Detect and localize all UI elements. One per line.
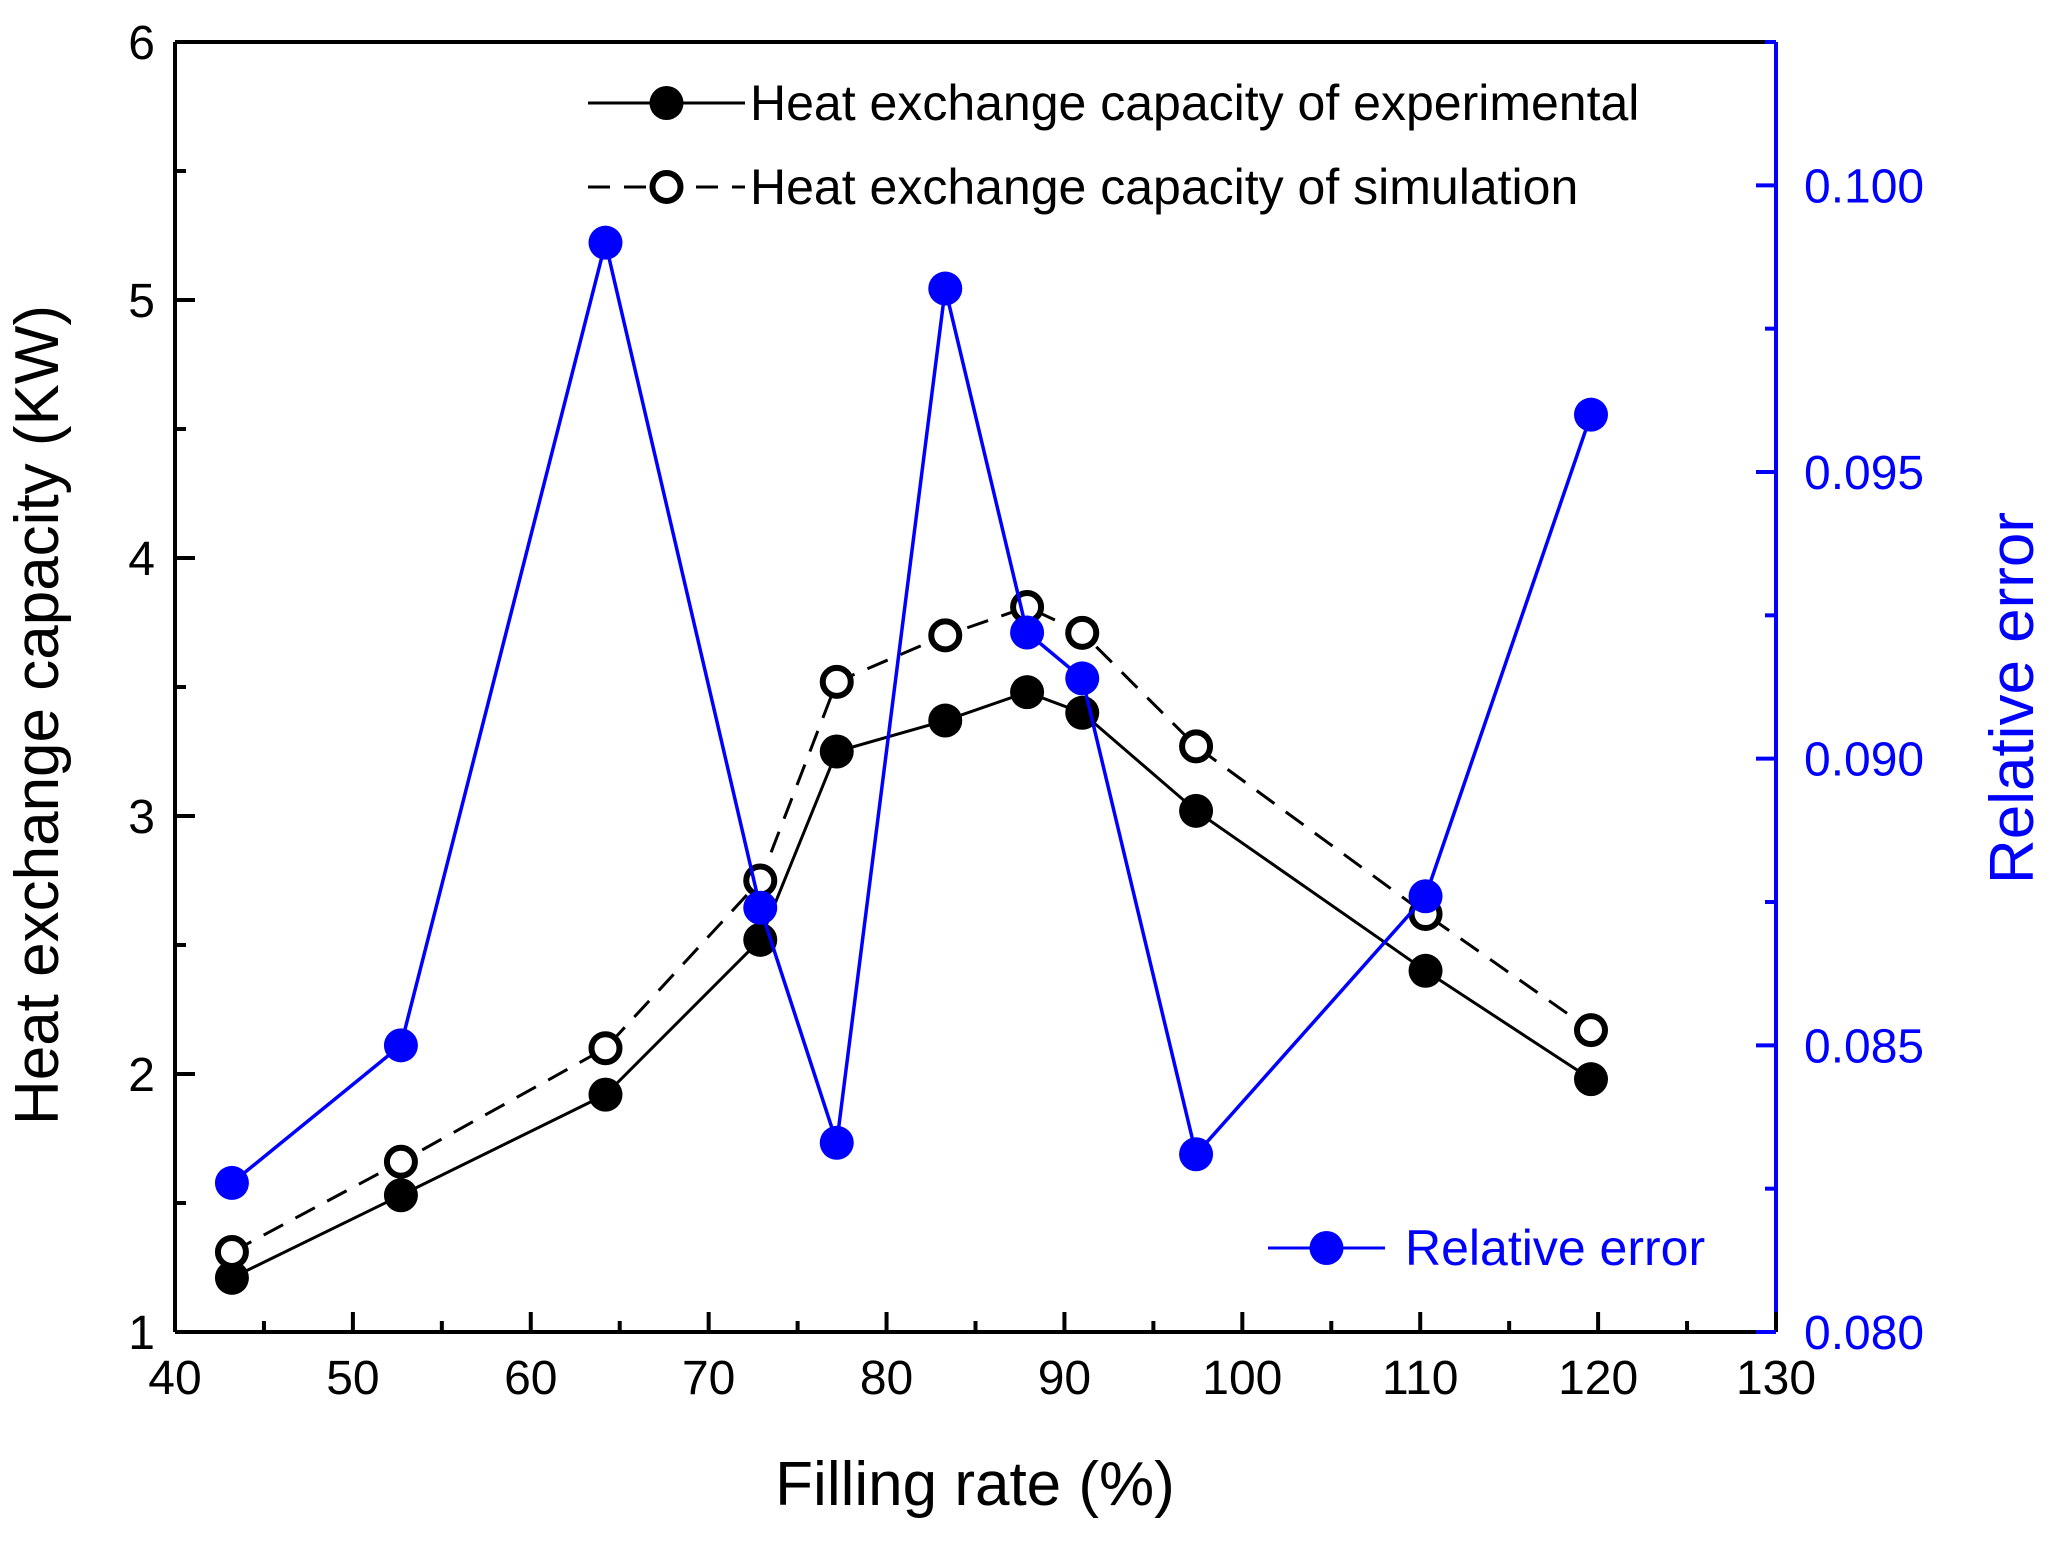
y-axis-right-label: Relative error (1978, 512, 2047, 884)
y-left-tick-label: 5 (128, 275, 155, 328)
y-right-tick-label: 0.095 (1804, 447, 1924, 500)
y-right-tick-label: 0.080 (1804, 1307, 1924, 1360)
relative-error-series-point (928, 271, 963, 306)
experimental-series-point (1573, 1062, 1608, 1097)
x-tick-label: 50 (326, 1352, 379, 1405)
legend-relative-error-label: Relative error (1405, 1220, 1705, 1276)
y-right-tick-label: 0.090 (1804, 734, 1924, 787)
legend-relative-error-marker (1309, 1231, 1344, 1265)
relative-error-series-point (819, 1125, 854, 1160)
simulation-series-point (1065, 615, 1100, 650)
simulation-series-point (1179, 729, 1214, 764)
experimental-series-point (1179, 793, 1214, 828)
y-right-tick-label: 0.100 (1804, 160, 1924, 213)
y-left-tick-label: 2 (128, 1049, 155, 1102)
experimental-series-point (1010, 675, 1045, 710)
simulation-series-point (819, 664, 854, 699)
legend-simulation-marker (649, 170, 684, 204)
experimental-series-point (819, 734, 854, 769)
y-left-tick-label: 4 (128, 533, 155, 586)
x-axis-label: Filling rate (%) (775, 1450, 1175, 1519)
x-tick-label: 100 (1202, 1352, 1282, 1405)
x-tick-label: 110 (1382, 1352, 1459, 1405)
relative-error-series-point (743, 890, 778, 925)
x-tick-label: 90 (1038, 1352, 1091, 1405)
x-tick-label: 70 (682, 1352, 735, 1405)
plot-area (214, 225, 1608, 1295)
relative-error-series-point (1408, 879, 1443, 914)
simulation-series-point (383, 1144, 418, 1179)
y-left-tick-label: 1 (128, 1307, 155, 1360)
axes: 40 50 60 70 80 90 100 110 120 130 1 2 3 4 5 6 0.080 0.085… (128, 17, 1924, 1405)
y-left-tick-label: 3 (128, 791, 155, 844)
y-left-tick-label: 6 (128, 17, 155, 70)
relative-error-series-point (588, 225, 623, 260)
relative-error-series-point (1573, 397, 1608, 432)
experimental-series-point (1408, 953, 1443, 988)
experimental-series-point (214, 1260, 249, 1295)
legend-experimental-label: Heat exchange capacity of experimental (750, 75, 1639, 131)
legend: Heat exchange capacity of experimental He… (588, 75, 1705, 1276)
simulation-series-point (214, 1235, 249, 1270)
relative-error-series-point (383, 1028, 418, 1063)
relative-error-series-point (214, 1165, 249, 1200)
simulation-series-point (1573, 1013, 1608, 1048)
relative-error-series-point (1010, 615, 1045, 650)
x-tick-label: 130 (1736, 1352, 1816, 1405)
relative-error-series-point (1065, 661, 1100, 696)
experimental-series-point (928, 703, 963, 738)
relative-error-series-point (1179, 1137, 1214, 1172)
x-tick-label: 60 (504, 1352, 557, 1405)
simulation-series-point (588, 1031, 623, 1066)
y-axis-left-label: Heat exchange capacity (KW) (3, 305, 72, 1125)
x-tick-label: 80 (860, 1352, 913, 1405)
simulation-series-point (928, 618, 963, 653)
experimental-series-point (383, 1178, 418, 1213)
x-tick-label: 40 (148, 1352, 201, 1405)
y-right-tick-label: 0.085 (1804, 1020, 1924, 1073)
legend-simulation-label: Heat exchange capacity of simulation (750, 159, 1578, 215)
experimental-series-point (588, 1077, 623, 1112)
x-tick-label: 120 (1558, 1352, 1638, 1405)
legend-experimental-marker (649, 86, 684, 120)
